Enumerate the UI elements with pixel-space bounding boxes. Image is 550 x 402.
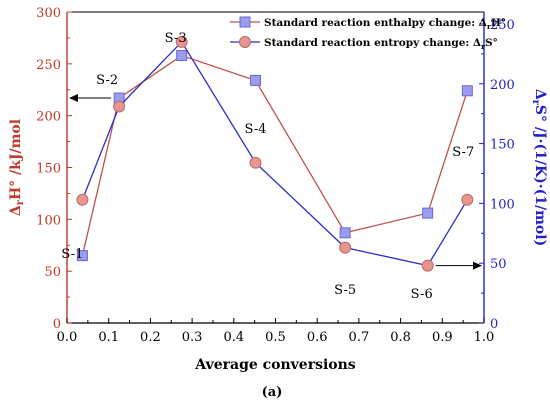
- x-tick-label: 0.7: [349, 330, 370, 345]
- x-axis-title: Average conversions: [194, 357, 356, 373]
- data-point: [339, 227, 351, 239]
- point-label: S-5: [334, 283, 356, 298]
- data-point: [249, 156, 262, 169]
- data-point: [76, 250, 88, 262]
- legend-label: Standard reaction entropy change: ΔrS°: [264, 37, 498, 51]
- y-right-tick-label: 0: [490, 317, 498, 332]
- y-left-tick-label: 150: [36, 162, 61, 177]
- panel-label: (a): [262, 385, 283, 400]
- y-left-tick-label: 100: [36, 213, 61, 228]
- legend-label: Standard reaction enthalpy change: ΔrH°: [264, 17, 506, 31]
- data-point: [339, 241, 352, 254]
- legend-marker: [239, 16, 251, 28]
- point-label: S-2: [96, 73, 118, 88]
- y-right-tick-label: 50: [490, 257, 507, 272]
- point-label: S-6: [411, 287, 433, 302]
- y-right-axis-title: ΔrS° /J·(1/K)·(1/mol): [530, 89, 548, 246]
- y-left-tick-label: 200: [36, 110, 61, 125]
- y-right-tick-label: 250: [490, 18, 515, 33]
- y-left-tick-label: 0: [53, 317, 61, 332]
- y-left-tick-label: 250: [36, 58, 61, 73]
- series-2: [76, 35, 474, 272]
- x-tick-label: 0.2: [140, 330, 161, 345]
- right-axis-arrow-head: [473, 261, 482, 270]
- x-tick-label: 1.0: [474, 330, 495, 345]
- data-point: [422, 207, 434, 219]
- x-tick-label: 0.3: [182, 330, 203, 345]
- series-line: [81, 40, 468, 267]
- y-left-tick-label: 50: [44, 265, 61, 280]
- y-left-axis-title: ΔrH° /kJ/mol: [8, 119, 26, 216]
- data-point: [249, 74, 261, 86]
- y-left-tick-label: 300: [36, 6, 61, 21]
- data-point: [176, 50, 188, 62]
- data-point: [461, 85, 473, 97]
- point-label: S-3: [165, 31, 187, 46]
- y-right-tick-label: 150: [490, 138, 515, 153]
- point-labels: S-1 S-2 S-3 S-4 S-5 S-6 S-7: [61, 31, 474, 302]
- series-1: [76, 50, 473, 262]
- data-point: [421, 259, 434, 272]
- x-tick-label: 0.5: [265, 330, 286, 345]
- point-label: S-1: [61, 247, 83, 262]
- data-point: [113, 100, 126, 113]
- x-tick-label: 0.8: [390, 330, 411, 345]
- point-label: S-7: [452, 145, 474, 160]
- data-point: [76, 193, 89, 206]
- x-tick-label: 0.1: [98, 330, 119, 345]
- y-right-tick-label: 200: [490, 78, 515, 93]
- data-point: [461, 193, 474, 206]
- series-layer: [76, 35, 474, 272]
- left-axis-arrow-head: [69, 94, 78, 103]
- x-tick-label: 0.9: [432, 330, 453, 345]
- x-tick-label: 0.4: [223, 330, 244, 345]
- data-point: [175, 35, 188, 48]
- y-right-tick-label: 100: [490, 197, 515, 212]
- legend: Standard reaction enthalpy change: ΔrH° S…: [230, 16, 506, 51]
- legend-marker: [239, 36, 251, 48]
- axes: 0.0 0.1 0.2 0.3 0.4 0.5 0.6 0.7 0.8 0.9 1.00501001…: [8, 6, 548, 400]
- point-label: S-4: [244, 122, 266, 137]
- x-tick-label: 0.6: [307, 330, 328, 345]
- x-tick-label: 0.0: [57, 330, 78, 345]
